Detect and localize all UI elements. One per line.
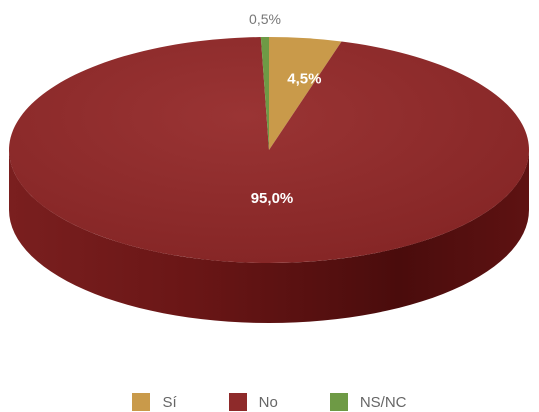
pie-side (9, 150, 529, 323)
pie-side-wall (9, 150, 529, 323)
legend-label-nsnc: NS/NC (359, 393, 407, 411)
legend-item-no: No (228, 393, 278, 411)
slice-label-nsnc: 0,5% (249, 11, 281, 27)
legend-label-no: No (258, 393, 278, 411)
pie-top (9, 37, 530, 264)
slice-label-si: 4,5% (287, 70, 321, 87)
legend-item-si: Sí (132, 393, 177, 411)
legend-swatch-si (132, 393, 151, 411)
pie-slice-nsnc (260, 37, 269, 150)
pie-slice-si (269, 37, 342, 150)
legend-swatch-nsnc (329, 393, 348, 411)
legend-label-si: Sí (162, 393, 177, 411)
legend-swatch-no (228, 393, 247, 411)
legend: Sí No NS/NC (0, 392, 539, 412)
slice-labels: 4,5% 95,0% 0,5% (249, 11, 321, 207)
pie-slice-no (9, 37, 530, 264)
slice-label-no: 95,0% (251, 190, 294, 207)
legend-item-nsnc: NS/NC (329, 393, 407, 411)
